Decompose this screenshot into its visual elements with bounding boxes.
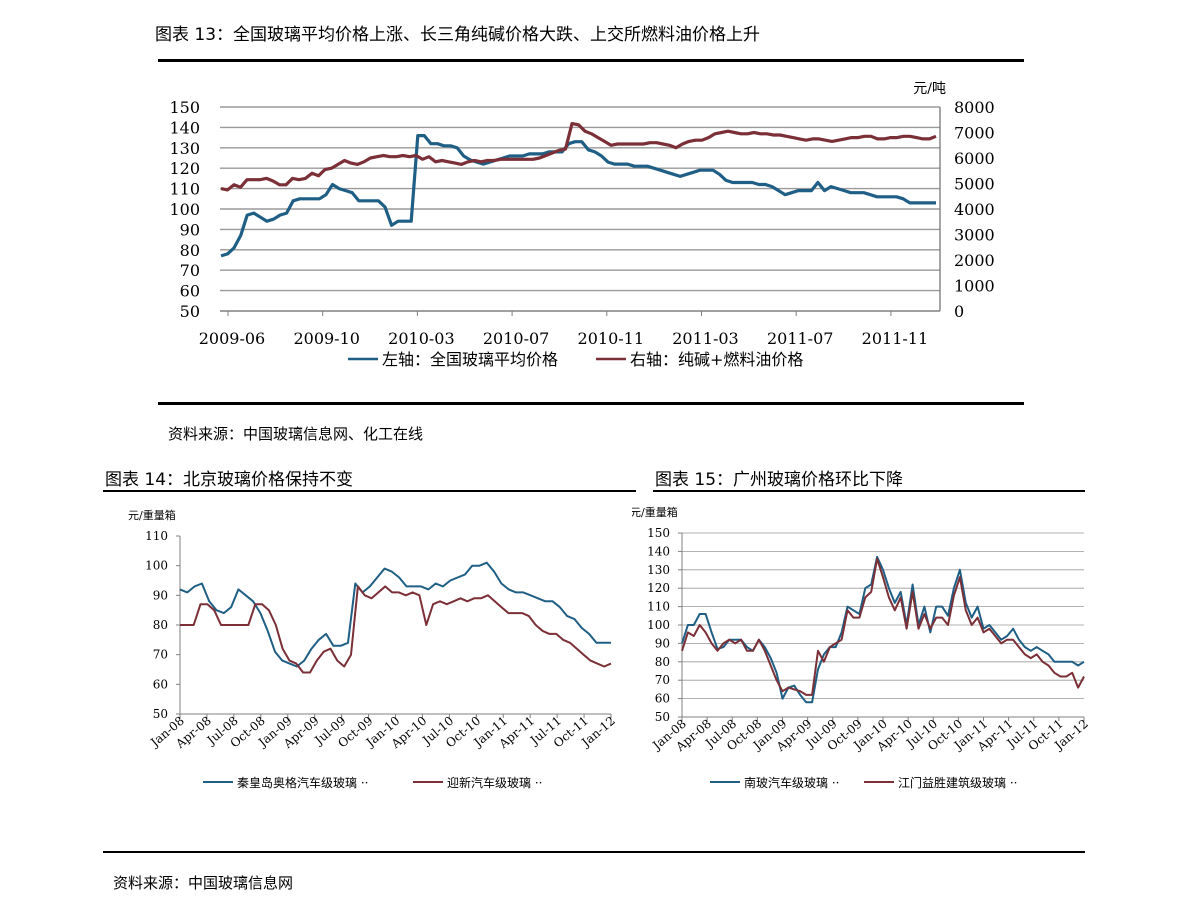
y-tick-label: 70: [180, 261, 200, 280]
series-line-a: [681, 555, 1085, 704]
legend-label: 左轴：全国玻璃平均价格: [382, 350, 558, 369]
x-tick-label: 2010-03: [388, 329, 454, 348]
series-line-soda-fuel: [220, 122, 937, 192]
unit-label: 元/重量箱: [632, 505, 678, 519]
y2-tick-label: 8000: [954, 98, 995, 117]
figure13-bottom-rule: [158, 402, 1024, 405]
y-tick-label: 100: [145, 559, 168, 573]
bottom-source: 资料来源：中国玻璃信息网: [113, 874, 294, 892]
y2-tick-label: 4000: [954, 200, 995, 219]
series-line-b: [681, 557, 1085, 696]
y-tick-label: 60: [655, 692, 670, 706]
y2-tick-label: 2000: [954, 251, 995, 270]
y-tick-label: 90: [153, 588, 168, 602]
y2-tick-label: 1000: [954, 277, 995, 296]
legend-label: 南玻汽车级玻璃 ··: [744, 775, 839, 790]
legend-label: 秦皇岛奥格汽车级玻璃 ··: [237, 775, 368, 790]
y-tick-label: 50: [655, 710, 670, 724]
y-tick-label: 130: [169, 139, 200, 158]
figure13-source: 资料来源：中国玻璃信息网、化工在线: [168, 425, 424, 443]
y2-unit-label: 元/吨: [913, 81, 946, 97]
series-line-b: [180, 585, 612, 674]
y-tick-label: 50: [180, 302, 200, 321]
y-tick-label: 80: [180, 241, 200, 260]
y2-tick-label: 7000: [954, 124, 995, 143]
y-tick-label: 70: [153, 648, 168, 662]
series-line-a: [179, 561, 611, 668]
y-tick-label: 120: [169, 159, 200, 178]
figure14-chart: 元/重量箱5060708090100110Jan-08Apr-08Jul-08O…: [128, 508, 618, 790]
y-tick-label: 90: [180, 220, 200, 239]
y-tick-label: 140: [647, 544, 670, 558]
y-tick-label: 110: [145, 529, 168, 543]
y-tick-label: 110: [647, 600, 670, 614]
y-tick-label: 140: [169, 118, 200, 137]
y-tick-label: 130: [647, 563, 670, 577]
legend-label: 江门益胜建筑级玻璃 ··: [898, 775, 1017, 790]
y-tick-label: 150: [647, 526, 670, 540]
y-tick-label: 100: [647, 618, 670, 632]
figure13-title: 图表 13：全国玻璃平均价格上涨、长三角纯碱价格大跌、上交所燃料油价格上升: [155, 25, 761, 45]
y-tick-label: 60: [180, 282, 200, 301]
y-tick-label: 150: [169, 98, 200, 117]
y-tick-label: 120: [647, 581, 670, 595]
figure13-top-rule: [158, 59, 1024, 62]
y-tick-label: 50: [153, 707, 168, 721]
figure15-title: 图表 15：广州玻璃价格环比下降: [655, 470, 904, 490]
y-tick-label: 80: [153, 618, 168, 632]
y2-tick-label: 3000: [954, 226, 995, 245]
legend-label: 右轴：纯碱+燃料油价格: [630, 350, 803, 369]
unit-label: 元/重量箱: [128, 508, 176, 522]
y-tick-label: 80: [655, 655, 670, 669]
figure14-title: 图表 14：北京玻璃价格保持不变: [105, 470, 354, 490]
figure15-chart: 元/重量箱5060708090100110120130140150Jan-08A…: [632, 505, 1090, 790]
y-tick-label: 110: [169, 180, 200, 199]
y-tick-label: 60: [153, 677, 168, 691]
legend-label: 迎新汽车级玻璃 ··: [447, 775, 542, 790]
x-tick-label: 2009-06: [199, 329, 265, 348]
x-tick-label: 2011-07: [767, 329, 833, 348]
y-tick-label: 100: [169, 200, 200, 219]
y2-tick-label: 6000: [954, 149, 995, 168]
series-line-glass: [220, 134, 936, 258]
x-tick-label: 2011-03: [672, 329, 738, 348]
x-tick-label: 2011-11: [862, 329, 928, 348]
x-tick-label: 2010-11: [578, 329, 644, 348]
x-tick-label: 2009-10: [293, 329, 359, 348]
y-tick-label: 90: [655, 636, 670, 650]
figure15-top-rule: [653, 490, 1085, 492]
bottom-rule: [103, 851, 1085, 853]
y2-tick-label: 0: [954, 302, 964, 321]
y-tick-label: 70: [655, 673, 670, 687]
x-tick-label: 2010-07: [483, 329, 549, 348]
y2-tick-label: 5000: [954, 175, 995, 194]
figure14-top-rule: [103, 490, 636, 492]
